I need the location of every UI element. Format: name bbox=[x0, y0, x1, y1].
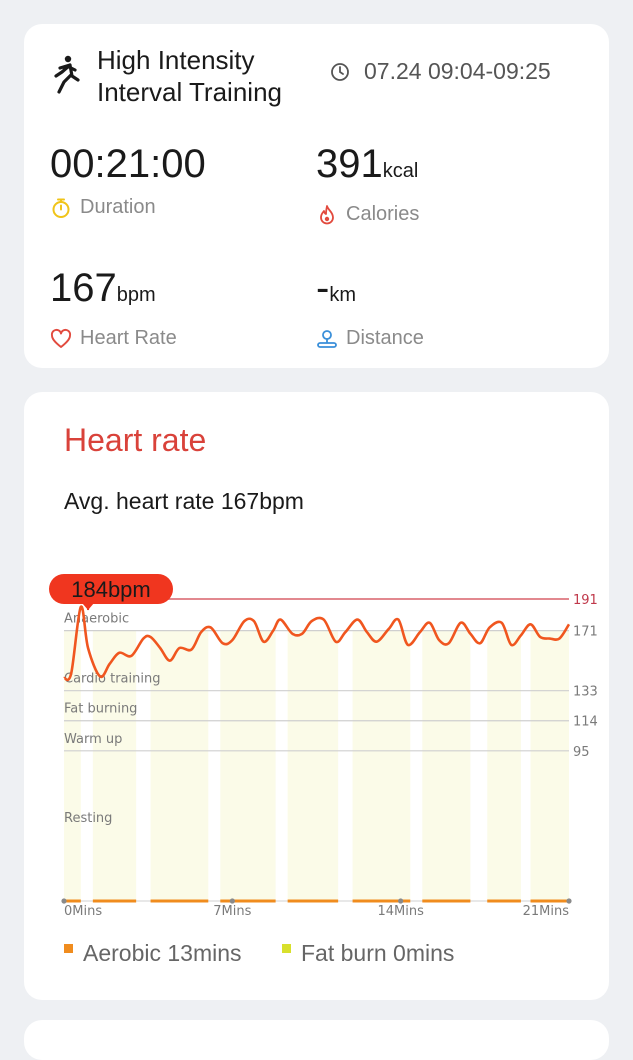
distance-label: Distance bbox=[346, 327, 424, 350]
x-tick-label: 0Mins bbox=[64, 904, 102, 919]
time-range: 07.24 09:04-09:25 bbox=[364, 58, 551, 85]
x-tick-dot bbox=[398, 898, 403, 903]
duration-value: 00:21:00 bbox=[50, 142, 206, 186]
workout-title: High Intensity Interval Training bbox=[97, 44, 317, 108]
heart-rate-stat: 167bpm Heart Rate bbox=[50, 266, 177, 350]
threshold-value-label: 114 bbox=[573, 715, 598, 730]
tooltip-pointer bbox=[82, 603, 94, 610]
aerobic-swatch bbox=[64, 944, 73, 953]
average-heart-rate: Avg. heart rate 167bpm bbox=[64, 488, 304, 515]
threshold-value-label: 171 bbox=[573, 625, 598, 640]
location-pin-icon bbox=[316, 328, 338, 350]
distance-value: - bbox=[316, 266, 329, 310]
zone-band bbox=[288, 631, 339, 901]
heart-rate-value: 167 bbox=[50, 266, 117, 310]
calories-unit: kcal bbox=[383, 160, 419, 182]
zone-label: Anaerobic bbox=[64, 612, 129, 627]
legend-aerobic-label: Aerobic 13mins bbox=[83, 940, 242, 967]
legend-fat-burn: Fat burn 0mins bbox=[282, 940, 454, 967]
heart-icon bbox=[50, 328, 72, 350]
clock-icon bbox=[330, 62, 350, 82]
workout-summary-card: High Intensity Interval Training 07.24 0… bbox=[24, 24, 609, 368]
x-tick-dot bbox=[61, 898, 66, 903]
heart-rate-unit: bpm bbox=[117, 284, 156, 306]
threshold-value-label: 191 bbox=[573, 593, 598, 608]
workout-header: High Intensity Interval Training bbox=[50, 44, 317, 108]
zone-label: Resting bbox=[64, 811, 112, 826]
zone-label: Fat burning bbox=[64, 702, 137, 717]
heart-rate-label: Heart Rate bbox=[80, 327, 177, 350]
calories-value: 391 bbox=[316, 142, 383, 186]
zone-label: Cardio training bbox=[64, 672, 160, 687]
distance-unit: km bbox=[329, 284, 356, 306]
distance-stat: -km Distance bbox=[316, 266, 424, 350]
legend-fat-burn-label: Fat burn 0mins bbox=[301, 940, 454, 967]
heart-rate-title: Heart rate bbox=[64, 422, 206, 459]
stopwatch-icon bbox=[50, 197, 72, 219]
next-card bbox=[24, 1020, 609, 1060]
duration-label: Duration bbox=[80, 196, 156, 219]
zone-band bbox=[531, 631, 569, 901]
threshold-value-label: 95 bbox=[573, 745, 590, 760]
x-tick-dot bbox=[230, 898, 235, 903]
x-tick-dot bbox=[566, 898, 571, 903]
x-tick-label: 14Mins bbox=[377, 904, 424, 919]
workout-figure-icon bbox=[50, 54, 82, 94]
legend-aerobic: Aerobic 13mins bbox=[64, 940, 242, 967]
zone-band bbox=[353, 631, 411, 901]
calories-label: Calories bbox=[346, 203, 419, 226]
zone-band bbox=[220, 631, 275, 901]
zone-label: Warm up bbox=[64, 732, 122, 747]
calories-stat: 391kcal Calories bbox=[316, 142, 419, 226]
fat-burn-swatch bbox=[282, 944, 291, 953]
x-tick-label: 7Mins bbox=[213, 904, 251, 919]
heart-rate-card: Heart rate Avg. heart rate 167bpm Extrem… bbox=[24, 392, 609, 1000]
duration-stat: 00:21:00 Duration bbox=[50, 142, 206, 219]
x-tick-label: 21Mins bbox=[523, 904, 570, 919]
tooltip-label: 184bpm bbox=[71, 577, 151, 602]
zone-band bbox=[422, 631, 470, 901]
flame-icon bbox=[316, 204, 338, 226]
zone-band bbox=[487, 631, 521, 901]
workout-time: 07.24 09:04-09:25 bbox=[330, 58, 551, 85]
threshold-value-label: 133 bbox=[573, 685, 598, 700]
